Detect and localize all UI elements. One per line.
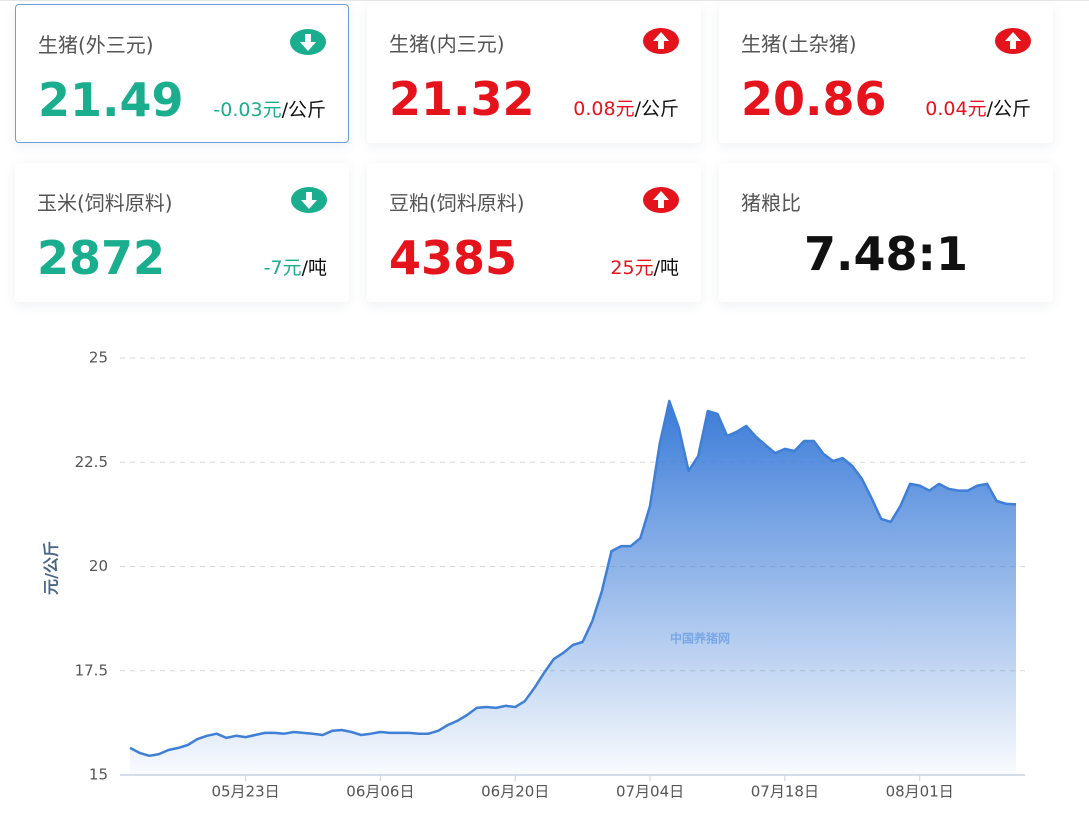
card-value: 4385 (389, 231, 518, 285)
stat-card: 豆粕(饲料原料) 4385 25元/吨 (367, 163, 701, 302)
stat-card: 生猪(土杂猪) 20.86 0.04元/公斤 (719, 4, 1053, 143)
x-tick-label: 07月04日 (616, 783, 684, 801)
watermark: 中国养猪网 (670, 631, 730, 646)
chart: 15 17.5 20 22.5 25 05月23日 06月06日 06月20日 07月04日 07… (42, 349, 1025, 801)
x-tick-label: 07月18日 (751, 783, 819, 801)
stat-card: 生猪(外三元) 21.49 -0.03元/公斤 (15, 4, 349, 143)
change-amount: 0.08元 (573, 98, 635, 120)
card-label: 猪粮比 (741, 191, 801, 215)
change-unit: /公斤 (281, 99, 326, 121)
x-tick-label: 05月23日 (211, 783, 279, 801)
card-label: 豆粕(饲料原料) (389, 191, 525, 215)
trend-icon (291, 187, 327, 213)
change-amount: 25元 (610, 257, 654, 279)
change-unit: /公斤 (986, 98, 1031, 120)
card-value: 21.49 (38, 73, 184, 127)
card-label: 生猪(外三元) (38, 33, 154, 57)
stat-card: 生猪(内三元) 21.32 0.08元/公斤 (367, 4, 701, 143)
card-change: 0.04元/公斤 (925, 94, 1031, 121)
trend-icon (643, 187, 679, 213)
y-tick-label: 17.5 (75, 661, 108, 679)
card-value: 2872 (37, 231, 166, 285)
card-change: 0.08元/公斤 (573, 94, 679, 121)
change-unit: /公斤 (634, 98, 679, 120)
y-tick-label: 20 (89, 557, 108, 575)
line (129, 399, 1017, 758)
trend-icon (995, 28, 1031, 54)
y-axis-label: 元/公斤 (42, 541, 61, 595)
y-tick-label: 15 (89, 766, 108, 784)
stat-card: 玉米(饲料原料) 2872 -7元/吨 (15, 163, 349, 302)
trend-icon (290, 29, 326, 55)
change-amount: -7元 (263, 257, 302, 279)
card-change: 25元/吨 (610, 253, 679, 280)
card-change: -7元/吨 (264, 253, 327, 280)
card-value: 20.86 (741, 72, 887, 126)
area (130, 401, 1016, 775)
change-unit: /吨 (301, 257, 327, 279)
change-amount: -0.03元 (213, 99, 282, 121)
x-tick-label: 06月20日 (481, 783, 549, 801)
y-tick-label: 22.5 (75, 453, 108, 471)
x-tick-label: 06月06日 (346, 783, 414, 801)
stat-card: 猪粮比 7.48:1 (719, 163, 1053, 302)
card-value: 7.48:1 (804, 227, 968, 281)
y-tick-label: 25 (89, 349, 108, 367)
x-tick-label: 08月01日 (886, 783, 954, 801)
card-value: 21.32 (389, 72, 535, 126)
card-label: 生猪(内三元) (389, 32, 505, 56)
change-amount: 0.04元 (925, 98, 987, 120)
trend-icon (643, 28, 679, 54)
change-unit: /吨 (653, 257, 679, 279)
card-change: -0.03元/公斤 (213, 95, 326, 122)
card-label: 生猪(土杂猪) (741, 32, 857, 56)
card-label: 玉米(饲料原料) (37, 191, 173, 215)
